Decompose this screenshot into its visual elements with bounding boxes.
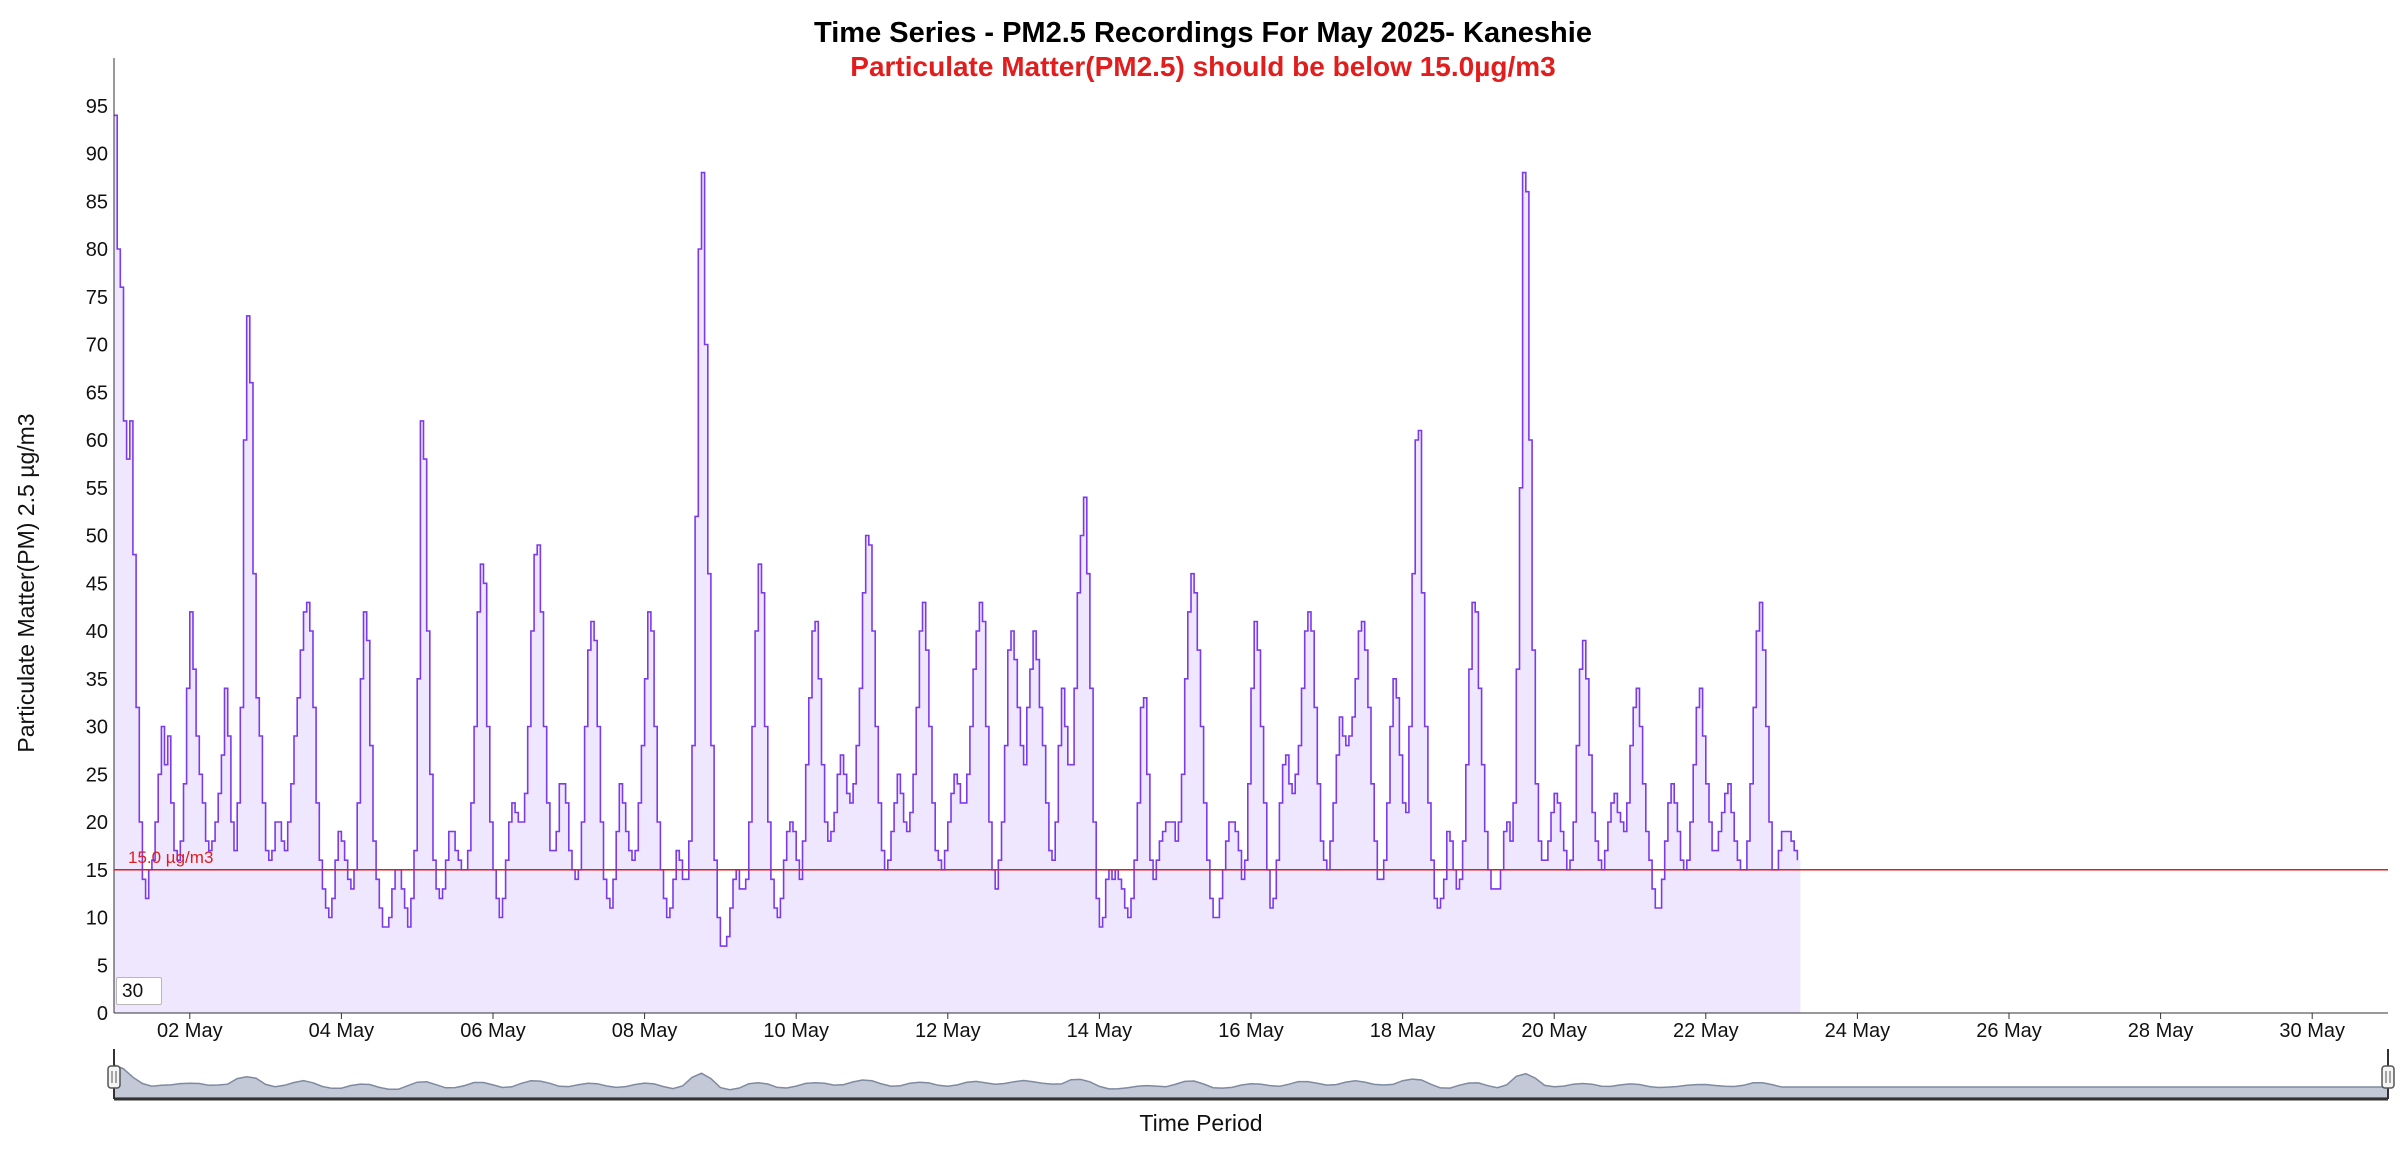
y-tick-label: 25	[86, 764, 108, 786]
y-tick-label: 50	[86, 526, 108, 548]
x-tick-label: 30 May	[2279, 1020, 2345, 1042]
navigator-series	[113, 1063, 2389, 1099]
plot-area[interactable]: 0 5 10 15 20 25 30 35 40 45 50 55 60 65 70 75 80 85 90 95 02…	[86, 58, 2388, 1042]
y-tick-label: 90	[86, 144, 108, 166]
navigator-right-handle[interactable]	[2381, 1065, 2395, 1089]
y-tick-label: 20	[86, 812, 108, 834]
y-tick-label: 75	[86, 287, 108, 309]
threshold-label: 15.0 µg/m3	[128, 848, 213, 867]
x-tick-label: 28 May	[2128, 1020, 2194, 1042]
handle-grip[interactable]	[107, 1065, 121, 1089]
navigator-left-handle[interactable]	[107, 1065, 121, 1089]
series-line	[114, 114, 1799, 947]
x-tick-label: 18 May	[1370, 1020, 1436, 1042]
handle-grip[interactable]	[2381, 1065, 2395, 1089]
y-tick-label: 80	[86, 239, 108, 261]
y-tick-label: 35	[86, 669, 108, 691]
x-tick-label: 08 May	[612, 1020, 678, 1042]
y-tick-label: 65	[86, 382, 108, 404]
y-tick-label: 0	[97, 1003, 108, 1025]
y-tick-label: 40	[86, 621, 108, 643]
y-tick-label: 45	[86, 573, 108, 595]
x-tick-label: 14 May	[1067, 1020, 1133, 1042]
y-tick-label: 85	[86, 191, 108, 213]
x-tick-label: 10 May	[763, 1020, 829, 1042]
rolling-period-input[interactable]	[116, 977, 162, 1005]
x-tick-label: 24 May	[1825, 1020, 1891, 1042]
x-tick-label: 12 May	[915, 1020, 981, 1042]
x-tick-label: 04 May	[309, 1020, 375, 1042]
x-tick-label: 16 May	[1218, 1020, 1284, 1042]
y-tick-label: 55	[86, 478, 108, 500]
series-area	[114, 115, 1801, 1014]
chart-title: Time Series - PM2.5 Recordings For May 2…	[814, 17, 1592, 49]
x-tick-label: 20 May	[1521, 1020, 1587, 1042]
y-tick-label: 5	[97, 955, 108, 977]
y-tick-label: 15	[86, 860, 108, 882]
x-tick-label: 02 May	[157, 1020, 223, 1042]
x-tick-label: 26 May	[1976, 1020, 2042, 1042]
chart-subtitle: Particulate Matter(PM2.5) should be belo…	[850, 51, 1555, 82]
y-tick-label: 70	[86, 335, 108, 357]
x-axis-title: Time Period	[1139, 1110, 1262, 1136]
y-tick-label: 10	[86, 908, 108, 930]
x-tick-label: 22 May	[1673, 1020, 1739, 1042]
y-tick-label: 95	[86, 96, 108, 118]
x-tick-label: 06 May	[460, 1020, 526, 1042]
y-tick-label: 60	[86, 430, 108, 452]
y-tick-label: 30	[86, 717, 108, 739]
y-axis-title: Particulate Matter(PM) 2.5 µg/m3	[13, 413, 39, 752]
navigator[interactable]	[107, 1049, 2395, 1101]
